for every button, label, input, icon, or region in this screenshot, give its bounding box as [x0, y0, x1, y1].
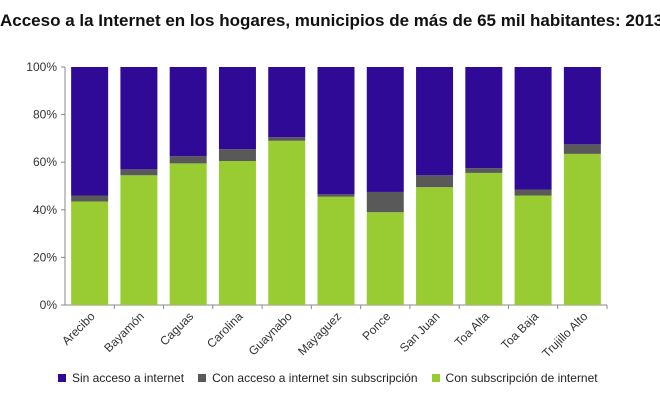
bar-segment-con-subscripci-n-de-internet — [465, 172, 503, 305]
y-tick-label: 80% — [33, 108, 57, 122]
bar-segment-sin-acceso-a-internet — [416, 67, 454, 176]
bar-segment-con-subscripci-n-de-internet — [218, 161, 256, 305]
bar-segment-sin-acceso-a-internet — [218, 67, 256, 150]
bar-segment-con-acceso-a-internet-sin-subscripci-n — [218, 149, 256, 162]
bar-segment-sin-acceso-a-internet — [563, 67, 601, 145]
bar-segment-con-subscripci-n-de-internet — [366, 212, 404, 305]
bar-segment-sin-acceso-a-internet — [514, 67, 552, 190]
x-tick-label: Toa Baja — [498, 309, 541, 352]
x-tick-label: Carolina — [204, 309, 246, 351]
y-tick-label: 40% — [33, 203, 57, 217]
y-tick-label: 0% — [40, 298, 58, 312]
x-tick-label: Caguas — [157, 309, 196, 348]
bar-segment-con-acceso-a-internet-sin-subscripci-n — [120, 169, 158, 176]
x-tick-label: Trujillo Alto — [539, 309, 590, 360]
bar-segment-con-acceso-a-internet-sin-subscripci-n — [169, 156, 207, 164]
legend-label: Con subscripción de internet — [445, 371, 598, 385]
bar-segment-con-subscripci-n-de-internet — [71, 201, 109, 305]
bar-segment-con-acceso-a-internet-sin-subscripci-n — [563, 144, 601, 154]
bar-segment-sin-acceso-a-internet — [268, 67, 306, 138]
x-tick-label: Bayamón — [101, 309, 147, 355]
x-tick-label: Toa Alta — [452, 309, 492, 349]
bar-segment-con-acceso-a-internet-sin-subscripci-n — [465, 168, 503, 173]
x-tick-label: Arecibo — [59, 309, 98, 348]
bar-segment-sin-acceso-a-internet — [317, 67, 355, 195]
bar-segment-con-subscripci-n-de-internet — [416, 187, 454, 305]
x-tick-label: San Juan — [397, 309, 443, 355]
legend-swatch — [431, 374, 440, 382]
legend-label: Sin acceso a internet — [72, 371, 185, 385]
y-tick-label: 100% — [26, 60, 57, 74]
legend-swatch — [198, 374, 207, 382]
bar-segment-sin-acceso-a-internet — [169, 67, 207, 157]
bar-segment-con-acceso-a-internet-sin-subscripci-n — [514, 189, 552, 196]
bar-segment-con-subscripci-n-de-internet — [563, 153, 601, 305]
y-tick-label: 60% — [33, 155, 57, 169]
bar-segment-con-subscripci-n-de-internet — [169, 163, 207, 305]
legend-item: Sin acceso a internet — [58, 371, 184, 385]
chart-legend: Sin acceso a internet Con acceso a intern… — [58, 371, 598, 385]
legend-item: Con subscripción de internet — [431, 371, 598, 385]
bar-segment-con-subscripci-n-de-internet — [317, 196, 355, 305]
bar-segment-sin-acceso-a-internet — [120, 67, 158, 170]
y-tick-label: 20% — [33, 250, 57, 264]
bar-segment-sin-acceso-a-internet — [465, 67, 503, 169]
legend-swatch — [58, 374, 66, 382]
bar-segment-con-acceso-a-internet-sin-subscripci-n — [268, 137, 306, 141]
x-tick-label: Ponce — [359, 309, 393, 343]
chart-title: Acceso a la Internet en los hogares, mun… — [0, 11, 660, 30]
bar-segment-con-subscripci-n-de-internet — [120, 175, 158, 305]
bar-segment-con-acceso-a-internet-sin-subscripci-n — [366, 191, 404, 213]
x-tick-label: Mayaguez — [295, 309, 344, 358]
bar-segment-con-acceso-a-internet-sin-subscripci-n — [317, 194, 355, 197]
bar-segment-con-acceso-a-internet-sin-subscripci-n — [416, 175, 454, 188]
legend-item: Con acceso a internet sin subscripción — [198, 371, 418, 385]
bar-segment-sin-acceso-a-internet — [366, 67, 404, 192]
x-tick-label: Guaynabo — [246, 309, 295, 358]
legend-label: Con acceso a internet sin subscripción — [212, 371, 418, 385]
bar-segment-con-subscripci-n-de-internet — [514, 195, 552, 305]
bar-segment-con-subscripci-n-de-internet — [268, 140, 306, 305]
bar-segment-con-acceso-a-internet-sin-subscripci-n — [71, 195, 109, 202]
bar-segment-sin-acceso-a-internet — [71, 67, 109, 196]
